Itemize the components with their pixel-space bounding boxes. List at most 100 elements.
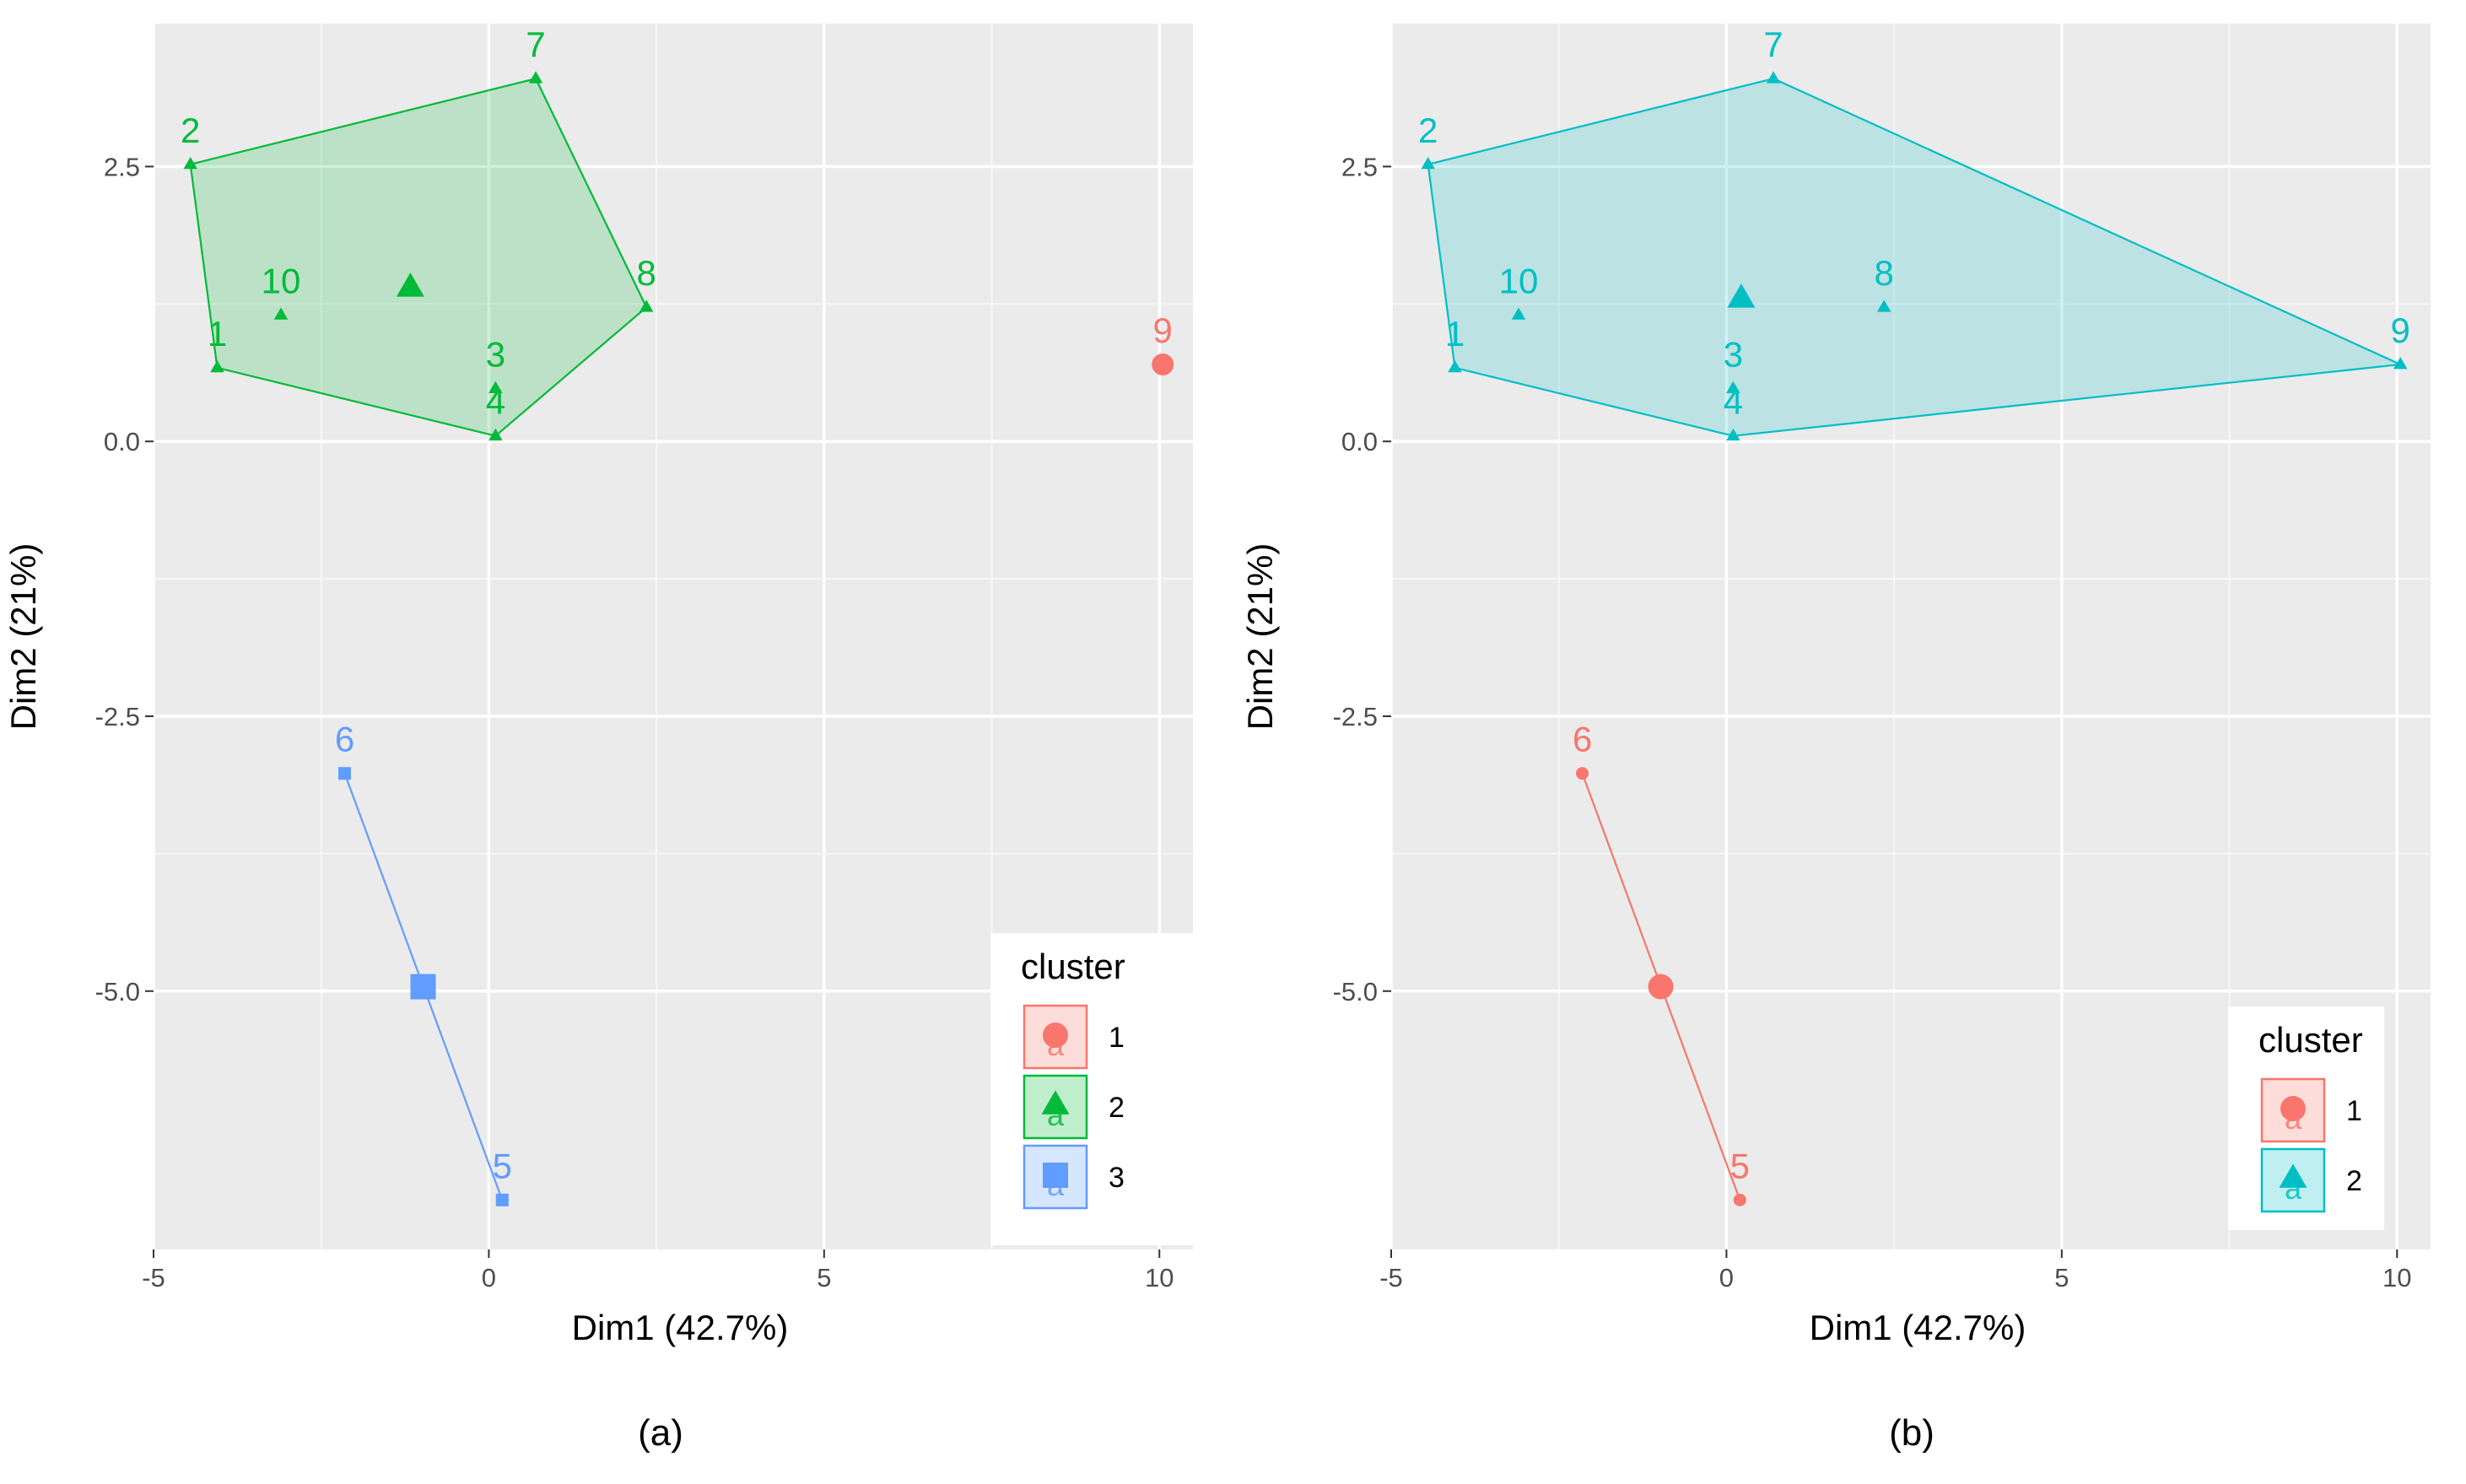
x-tick-label: 10	[2382, 1263, 2411, 1292]
point-label: 9	[2391, 310, 2410, 350]
legend: cluster a1a2a3	[990, 933, 1196, 1245]
point-label: 10	[262, 261, 301, 300]
legend-entry-label: 2	[2346, 1165, 2362, 1197]
cluster-2-hull	[189, 77, 648, 437]
legend-entry-label: 1	[1109, 1022, 1125, 1054]
data-point	[338, 767, 352, 780]
y-tick-label: 0.0	[1341, 427, 1378, 456]
cluster-2-center	[396, 273, 424, 297]
data-point	[488, 380, 503, 394]
legend-entry-label: 2	[1109, 1092, 1125, 1124]
legend-entry-1: a1	[1023, 1004, 1125, 1070]
data-point	[1726, 380, 1740, 394]
chart-panel-b: -5 0 5 10 2.5 0.0 -2.5 -5.0 Dim1 (42.7%) Dim2 (21…	[1240, 24, 2431, 1454]
point-label: 6	[1573, 720, 1592, 759]
data-point	[210, 360, 224, 373]
data-point	[1448, 360, 1462, 373]
data-point	[528, 71, 543, 84]
y-tick-label: 2.5	[1341, 152, 1378, 181]
cluster-2-group	[189, 77, 648, 437]
point-label: 8	[1875, 253, 1894, 293]
x-tick-label: -5	[142, 1263, 165, 1292]
chart-panel-a: -5 0 5 10 2.5 0.0 -2.5 -5.0 Dim1 (42.7%) Dim2 (21…	[3, 24, 1196, 1454]
axes: -5 0 5 10 2.5 0.0 -2.5 -5.0 Dim1 (42.7%) Dim2 (21…	[3, 152, 1174, 1347]
axes: -5 0 5 10 2.5 0.0 -2.5 -5.0 Dim1 (42.7%) Dim2 (21…	[1240, 152, 2412, 1347]
legend-title: cluster	[1021, 947, 1125, 986]
x-axis-title: Dim1 (42.7%)	[1810, 1308, 2026, 1347]
data-point	[1726, 428, 1740, 441]
legend-key-marker	[2279, 1163, 2307, 1188]
legend-key-marker	[1043, 1163, 1068, 1188]
x-tick-label: 0	[1719, 1263, 1734, 1292]
data-point	[1876, 299, 1891, 312]
point-label: 6	[335, 720, 354, 759]
data-point	[2393, 357, 2408, 370]
legend-entry-label: 1	[2346, 1095, 2362, 1127]
point-label: 8	[637, 253, 656, 293]
legend-entry-1: a1	[2260, 1077, 2362, 1143]
y-tick-label: -2.5	[1333, 702, 1378, 731]
data-point	[183, 156, 197, 170]
point-label: 5	[1730, 1146, 1750, 1185]
data-point	[1511, 307, 1526, 320]
data-point	[1421, 156, 1435, 170]
data-point	[1766, 71, 1781, 84]
cluster-3-points: 56	[335, 720, 512, 1206]
data-point	[1576, 767, 1589, 780]
data-point	[1733, 1193, 1746, 1206]
chart-caption: (a)	[638, 1412, 683, 1454]
legend-key-marker	[1043, 1023, 1068, 1048]
data-point	[495, 1193, 509, 1206]
x-tick-label: 5	[2054, 1263, 2069, 1292]
point-label: 1	[1445, 314, 1465, 353]
point-label: 7	[526, 24, 545, 64]
point-label: 3	[486, 335, 505, 375]
cluster-3-center	[410, 974, 436, 1000]
cluster-1-points: 56	[1573, 720, 1750, 1206]
gridlines	[1389, 24, 2431, 1249]
data-point	[488, 428, 503, 441]
point-label: 7	[1763, 24, 1783, 64]
y-tick-label: -5.0	[95, 977, 140, 1006]
point-label: 2	[1418, 111, 1438, 150]
legend: cluster a1a2	[2228, 1006, 2384, 1230]
cluster-1-points: 9	[1152, 310, 1174, 375]
data-point	[639, 299, 654, 312]
gridlines	[152, 24, 1193, 1249]
cluster-1-center	[1648, 974, 1674, 1000]
data-point	[1152, 353, 1174, 375]
cluster-2-center	[1727, 283, 1756, 308]
x-tick-label: -5	[1379, 1263, 1403, 1292]
y-tick-label: -5.0	[1333, 977, 1378, 1006]
chart-caption: (b)	[1889, 1412, 1934, 1454]
legend-background	[2228, 1006, 2384, 1230]
legend-key-marker	[1041, 1090, 1070, 1114]
y-tick-label: 0.0	[104, 427, 140, 456]
point-label: 4	[486, 382, 505, 422]
cluster-2-hull	[1427, 77, 2404, 437]
point-label: 1	[208, 314, 227, 353]
y-axis-title: Dim2 (21%)	[3, 543, 43, 731]
point-label: 10	[1499, 261, 1539, 300]
cluster-2-points: 1 2 3 4 7 8 9 10	[1418, 24, 2410, 441]
x-tick-label: 10	[1145, 1263, 1174, 1292]
data-point	[273, 307, 289, 320]
cluster-2-points: 1 2 3 4 7 8 10	[181, 24, 656, 441]
legend-entry-3: a3	[1023, 1144, 1125, 1210]
y-axis-title: Dim2 (21%)	[1240, 543, 1280, 731]
point-label: 3	[1724, 335, 1743, 375]
x-tick-label: 0	[482, 1263, 496, 1292]
point-label: 4	[1724, 382, 1743, 422]
x-axis-title: Dim1 (42.7%)	[572, 1308, 789, 1347]
cluster-2-group	[1427, 77, 2404, 437]
legend-key	[2260, 1147, 2326, 1213]
y-tick-label: 2.5	[104, 152, 140, 181]
y-tick-label: -2.5	[95, 702, 140, 731]
point-label: 9	[1153, 310, 1173, 350]
x-tick-label: 5	[817, 1263, 831, 1292]
legend-title: cluster	[2258, 1020, 2363, 1060]
point-label: 5	[493, 1146, 512, 1185]
